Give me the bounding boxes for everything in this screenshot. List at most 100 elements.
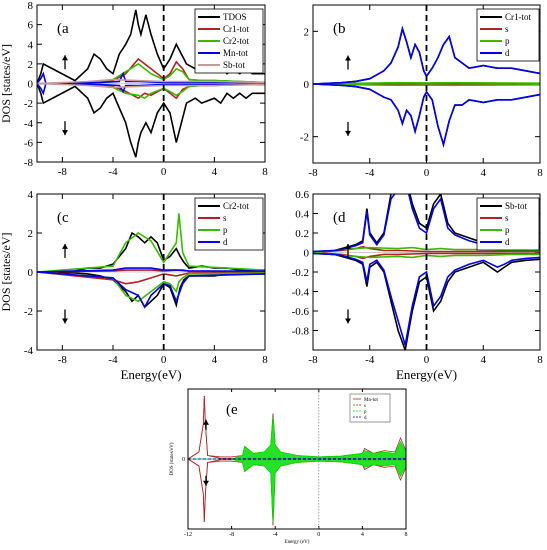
spin-up-arrowhead [62,55,68,61]
spin-down-arrowhead [345,130,351,136]
spin-down-arrowhead [62,130,68,136]
series-d-up [37,267,265,273]
legend-label: p [223,225,228,235]
y-tick-label: 4 [28,39,34,51]
x-tick-label: -8 [308,167,318,179]
y-tick-label: 0 [182,457,185,463]
y-tick-label: -8 [24,157,34,169]
series-d-down [313,83,540,148]
legend-label: Mn-tot [223,48,249,58]
y-tick-label: 2 [28,228,34,240]
series-sb-tot-down [313,252,540,350]
y-tick-label: -0.6 [292,306,310,318]
spin-up-arrowhead [62,243,68,249]
x-tick-label: -8 [229,532,234,538]
x-axis-label: Energy(eV) [120,367,181,382]
y-tick-label: -2 [24,98,33,110]
series-p-up [37,213,265,273]
series-mn-tot-up [37,71,265,85]
panel-a: -8 -4 0 4 8 -8 -6 -4 -2 0 2 4 6 8 (a DOS [states/eV] TDO… [0,0,268,178]
y-tick-label: 0.2 [295,228,309,240]
series-d-up [313,25,540,85]
x-tick-label: 8 [262,166,268,178]
legend-label: s [505,24,509,34]
series-mn-tot-down [37,82,265,96]
legend: Cr1-tot spd [476,8,540,62]
spin-down-arrowhead [62,318,68,324]
x-tick-label: -4 [108,166,118,178]
legend-label: TDOS [223,12,247,22]
series-d-down [313,252,540,346]
panel-label: (b [333,21,346,37]
series-p-up [313,81,540,85]
y-axis-label: DOS [states/eV] [0,44,13,123]
y-tick-label: -4 [24,118,34,130]
series-fill-p-down [188,459,406,522]
y-tick-label: 0 [304,79,310,91]
panel-label: (e [226,402,238,418]
plot-frame [312,193,541,351]
x-tick-label: 0 [317,532,320,538]
x-tick-label: -4 [108,354,118,366]
legend-label: p [505,36,510,46]
legend-label: s [223,213,227,223]
series-s-down [188,458,406,523]
x-tick-label: 0 [424,167,430,179]
series-d-down [37,271,265,309]
y-tick-label: -0.8 [292,326,310,338]
y-tick-label: -6 [24,137,34,149]
legend-label: Cr1-tot [505,12,531,22]
x-tick-label: -8 [58,166,68,178]
series-fill-p-up [188,417,406,459]
panel-label: (a [57,21,69,37]
plot-frame [36,4,266,163]
y-tick-label: 8 [28,0,34,12]
series-mn-tot-down [188,458,406,526]
series-cr2-tot-up [37,62,265,85]
plot-frame [187,388,407,530]
x-tick-label: 4 [481,167,487,179]
series-p-down [188,458,406,523]
series-sb-tot-down [37,82,265,89]
y-tick-label: 4 [28,189,34,201]
x-tick-label: 0 [161,354,167,366]
x-tick-label: -4 [365,167,375,179]
panel-c: -8 -4 0 4 8 -4 -2 0 2 4 (c DOS [states/eV] Energy(eV… [0,189,268,382]
legend-label: p [364,410,367,415]
y-tick-label: -0.2 [292,267,309,279]
y-tick-label: 2 [304,26,310,38]
legend-label: Cr1-tot [223,24,249,34]
series-tdos-down [37,83,265,158]
x-tick-label: -12 [184,532,192,538]
y-axis-label: DOS (states/eV) [170,442,175,475]
legend-label: d [505,48,510,58]
legend-label: s [364,404,366,409]
x-tick-label: -8 [308,354,318,366]
x-tick-label: 8 [262,354,268,366]
legend: Sb-tot spd [476,197,540,251]
y-tick-label: -4 [24,345,34,357]
legend-label: Mn-tot [364,398,379,403]
y-tick-label: 0 [28,79,34,91]
legend-label: Cr2-tot [223,201,249,211]
x-tick-label: 4 [361,532,364,538]
panel-b: -8 -4 0 4 8 -2 0 2 (b Cr1-tot spd [300,4,543,179]
y-tick-label: 0 [28,267,34,279]
y-tick-label: 0 [304,248,310,260]
legend-label: s [505,213,509,223]
x-tick-label: 4 [212,354,218,366]
spin-up-arrowhead [345,55,351,61]
panel-label: (c [57,210,69,226]
series-s-up [188,395,406,460]
series-p-up [188,416,406,460]
x-axis-label: Energy (eV) [285,540,310,545]
x-tick-label: 4 [212,166,218,178]
spin-up-arrowhead [203,419,209,425]
legend-label: d [364,416,367,421]
y-tick-label: 0.6 [295,189,309,201]
panel-e: -12 -8 -4 0 4 8 0 (e DOS (states/eV) Energy (eV) M… [170,388,408,545]
series-sb-tot-up [37,78,265,85]
legend: TDOS Cr1-tot Cr2-tot Mn-tot Sb-tot [194,8,264,74]
x-tick-label: 8 [537,167,543,179]
series-group [188,395,406,526]
